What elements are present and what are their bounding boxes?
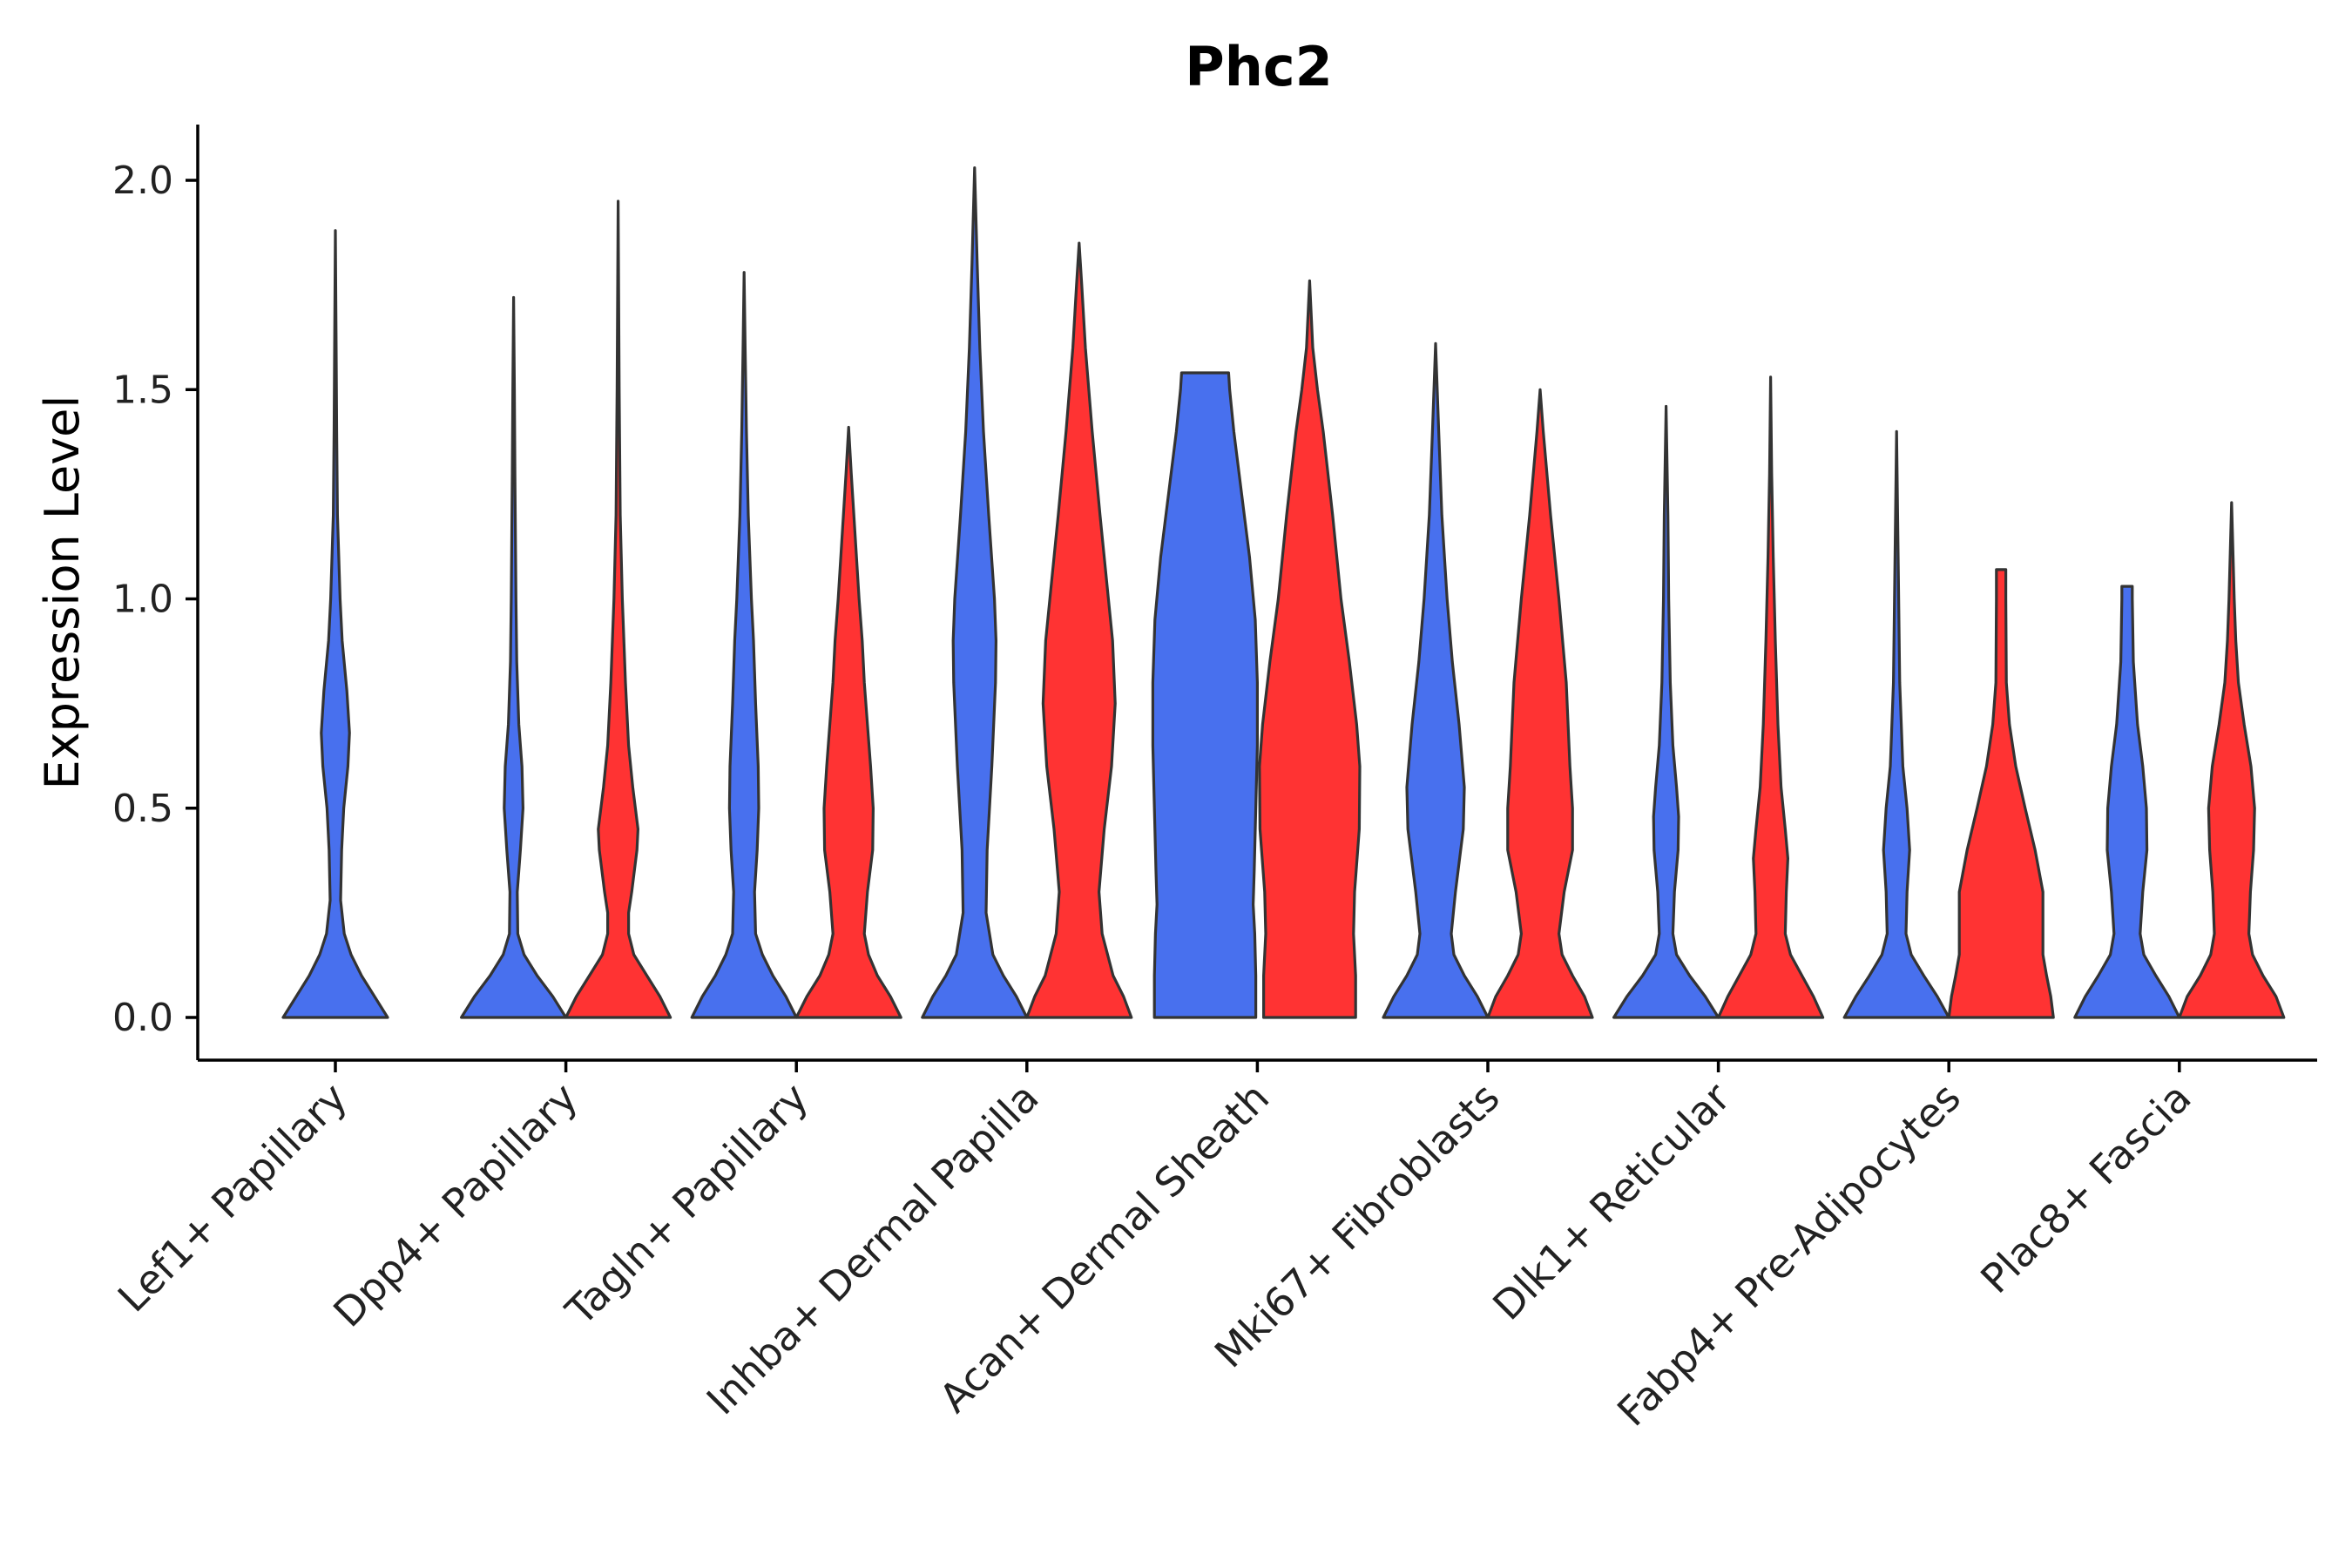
- y-tick-label: 0.0: [112, 996, 173, 1040]
- x-tick-label: Lef1+ Papillary: [109, 1074, 356, 1321]
- violin-9-series-2: [2178, 501, 2286, 1019]
- violin-7-series-2: [1717, 375, 1825, 1019]
- violin-1-series-1: [281, 229, 389, 1019]
- x-tick-label: Dlk1+ Reticular: [1484, 1074, 1739, 1329]
- violin-2-series-1: [460, 295, 568, 1019]
- violin-9-series-1: [2073, 585, 2181, 1019]
- violin-6-series-1: [1382, 341, 1490, 1019]
- violin-8-series-2: [1947, 568, 2055, 1019]
- violin-3-series-2: [794, 425, 902, 1019]
- violin-4-series-1: [921, 166, 1029, 1019]
- violin-layer: [281, 166, 2286, 1019]
- y-tick-label: 2.0: [112, 159, 173, 203]
- violin-3-series-1: [690, 271, 798, 1019]
- y-tick-labels: 0.0 0.5 1.0 1.5 2.0: [112, 159, 198, 1040]
- violin-6-series-2: [1486, 388, 1594, 1019]
- chart-title: Phc2: [1185, 35, 1332, 98]
- y-tick-label: 1.5: [112, 368, 173, 412]
- x-tick-label: Tagln+ Papillary: [556, 1074, 817, 1335]
- y-tick-label: 0.5: [112, 787, 173, 831]
- y-tick-label: 1.0: [112, 578, 173, 622]
- violin-2-series-2: [564, 199, 672, 1019]
- violin-7-series-1: [1612, 404, 1720, 1019]
- x-tick-label: Plac8+ Fascia: [1971, 1074, 2200, 1302]
- y-axis-label: Expression Level: [35, 395, 90, 790]
- violin-5-series-1: [1151, 371, 1259, 1019]
- violin-8-series-1: [1842, 429, 1950, 1019]
- x-tick-label: Dpp4+ Papillary: [324, 1074, 586, 1336]
- violin-5-series-2: [1258, 279, 1362, 1019]
- violin-4-series-2: [1025, 241, 1133, 1019]
